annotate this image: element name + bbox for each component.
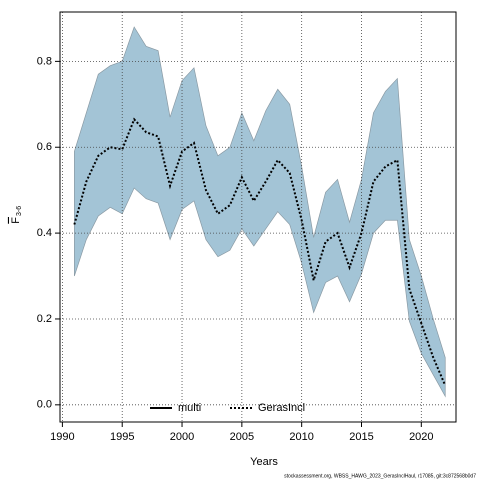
y-tick-label: 0.8 — [37, 55, 52, 67]
legend-label: GerasIncl — [258, 402, 305, 414]
y-tick-label: 0.4 — [37, 227, 52, 239]
y-tick-label: 0.0 — [37, 399, 52, 411]
y-tick-label: 0.6 — [37, 141, 52, 153]
x-tick-label: 2020 — [409, 431, 433, 443]
confidence-band — [74, 26, 446, 398]
x-tick-label: 2000 — [170, 431, 194, 443]
legend-label: multi — [178, 402, 201, 414]
y-axis-label-group: F 3-6 — [10, 206, 23, 224]
y-axis-label-sub: 3-6 — [16, 206, 23, 216]
x-axis-label: Years — [250, 456, 278, 468]
x-tick-label: 1990 — [50, 431, 74, 443]
footnote: stockassessment.org, WBSS_HAWG_2023_Gera… — [284, 473, 476, 479]
y-axis-label: F — [10, 217, 22, 224]
y-tick-label: 0.2 — [37, 313, 52, 325]
x-tick-label: 2015 — [349, 431, 373, 443]
x-tick-label: 2005 — [230, 431, 254, 443]
x-tick-label: 1995 — [110, 431, 134, 443]
plot-frame — [59, 11, 457, 423]
x-tick-label: 2010 — [289, 431, 313, 443]
